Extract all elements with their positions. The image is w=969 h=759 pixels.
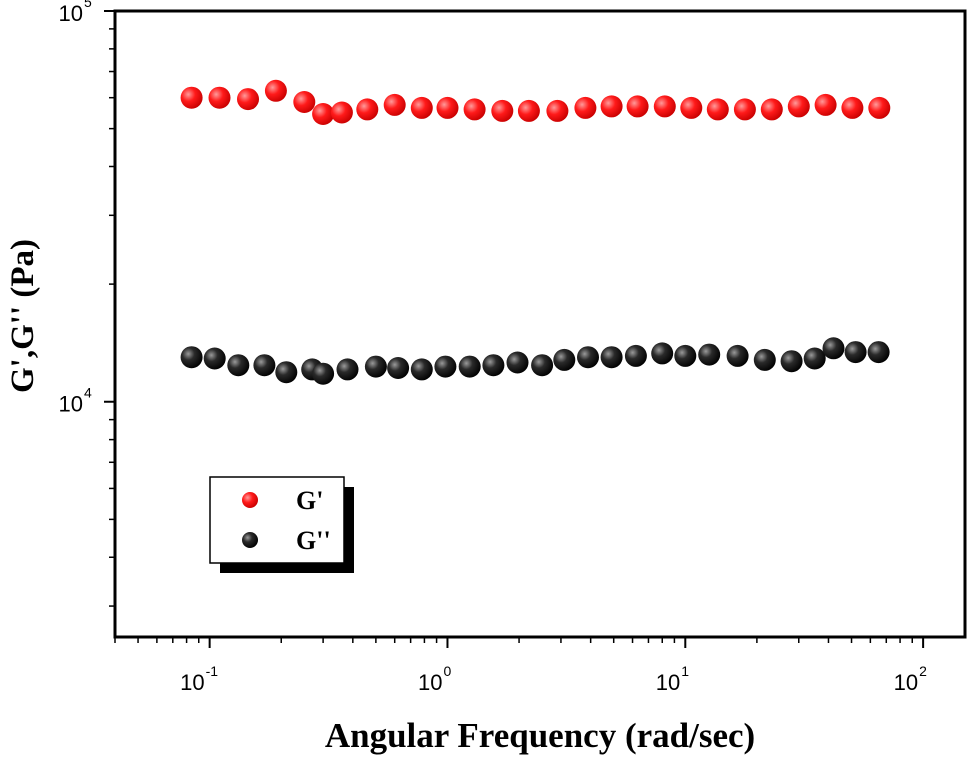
g-double-prime-point — [364, 355, 387, 378]
g-prime-point — [436, 96, 459, 119]
x-tick-exponent: -1 — [206, 663, 219, 679]
g-double-prime-point — [624, 344, 647, 367]
g-prime-point — [733, 98, 756, 121]
g-double-prime-point — [844, 341, 867, 364]
legend-marker-g-double-prime — [242, 532, 258, 548]
g-double-prime-point — [387, 357, 410, 379]
legend-label-g-double-prime: G'' — [296, 526, 331, 555]
g-double-prime-point — [410, 358, 433, 381]
y-axis-title: G',G'' (Pa) — [5, 239, 41, 393]
g-double-prime-point — [803, 347, 826, 370]
x-axis-ticks: 10 -1 10 0 10 1 10 2 — [114, 637, 927, 695]
x-tick-exponent: 1 — [681, 663, 689, 679]
g-double-prime-point — [253, 354, 276, 377]
g-double-prime-point — [506, 351, 529, 374]
g-double-prime-point — [203, 347, 226, 370]
g-prime-point — [787, 95, 810, 118]
g-double-prime-point — [780, 350, 803, 373]
g-prime-point — [237, 88, 259, 111]
g-prime-point — [814, 93, 837, 116]
g-double-prime-point — [180, 346, 203, 369]
series-g-prime — [180, 79, 891, 125]
x-tick-exponent: 2 — [919, 663, 927, 679]
series-g-double-prime — [180, 337, 890, 385]
g-prime-point — [653, 95, 676, 118]
g-double-prime-point — [531, 354, 554, 377]
g-double-prime-point — [600, 346, 623, 369]
g-double-prime-point — [336, 358, 359, 381]
g-prime-point — [293, 91, 316, 113]
g-double-prime-point — [577, 346, 599, 369]
g-prime-point — [760, 98, 783, 121]
g-prime-point — [383, 93, 406, 116]
g-double-prime-point — [482, 354, 505, 377]
legend-box — [209, 476, 345, 564]
g-double-prime-point — [867, 341, 890, 364]
g-double-prime-point — [312, 362, 335, 385]
g-double-prime-point — [674, 344, 697, 367]
g-double-prime-point — [434, 355, 457, 378]
g-prime-point — [491, 99, 514, 122]
g-prime-point — [330, 101, 353, 124]
g-prime-point — [517, 99, 540, 122]
g-double-prime-point — [698, 343, 721, 366]
g-prime-point — [868, 96, 891, 119]
legend-label-g-prime: G' — [296, 486, 323, 515]
g-prime-point — [410, 96, 433, 119]
g-prime-point — [626, 95, 649, 118]
x-tick-label: 10 — [894, 670, 918, 695]
g-prime-point — [841, 96, 864, 119]
x-tick-label: 10 — [418, 670, 442, 695]
g-prime-point — [264, 79, 287, 102]
y-tick-exponent: 5 — [84, 0, 92, 10]
g-double-prime-point — [726, 344, 749, 367]
series-layer — [180, 79, 891, 385]
g-prime-point — [180, 86, 203, 109]
g-prime-point — [208, 86, 231, 109]
g-prime-point — [600, 95, 623, 118]
g-double-prime-point — [227, 354, 250, 377]
g-prime-point — [574, 96, 597, 119]
legend: G' G'' — [209, 476, 354, 573]
g-prime-point — [706, 98, 729, 121]
legend-marker-g-prime — [242, 492, 258, 508]
g-double-prime-point — [275, 361, 298, 384]
plot-frame — [113, 9, 967, 639]
y-tick-label: 10 — [59, 392, 83, 417]
y-tick-label: 10 — [59, 1, 83, 26]
g-double-prime-point — [822, 337, 845, 360]
g-double-prime-point — [553, 348, 576, 371]
g-prime-point — [356, 98, 379, 121]
g-prime-point — [312, 103, 335, 125]
g-prime-point — [546, 99, 569, 122]
g-prime-point — [463, 98, 486, 121]
g-double-prime-point — [458, 355, 481, 378]
g-prime-point — [680, 96, 703, 119]
x-tick-label: 10 — [656, 670, 680, 695]
x-tick-exponent: 0 — [443, 663, 451, 679]
y-tick-exponent: 4 — [84, 385, 92, 401]
x-tick-label: 10 — [180, 670, 204, 695]
g-double-prime-point — [651, 342, 674, 365]
x-axis-title: Angular Frequency (rad/sec) — [325, 716, 755, 755]
g-double-prime-point — [753, 348, 776, 371]
